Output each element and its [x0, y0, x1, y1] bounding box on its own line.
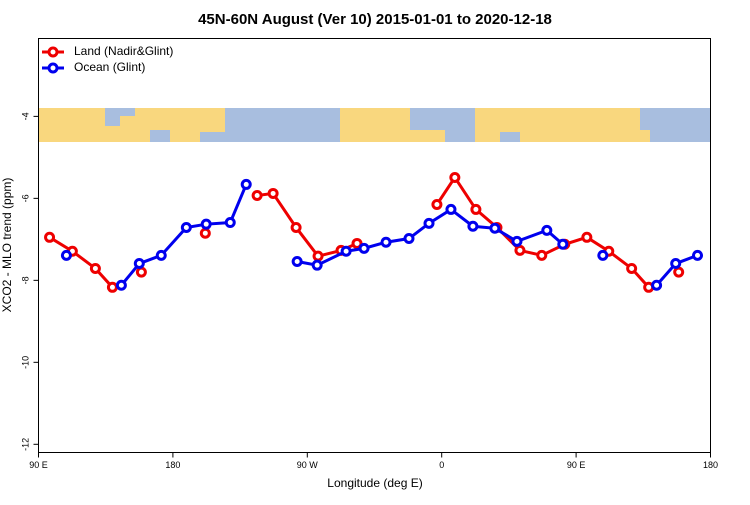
data-point — [467, 220, 479, 232]
data-point — [597, 249, 609, 261]
x-tick-label: 180 — [703, 460, 718, 470]
data-point — [312, 250, 324, 262]
data-point — [581, 231, 593, 243]
data-point — [290, 221, 302, 233]
data-point — [445, 203, 457, 215]
data-point — [199, 227, 211, 239]
data-point — [449, 171, 461, 183]
y-tick-label: -4 — [20, 112, 30, 120]
data-point — [133, 258, 145, 270]
data-point — [380, 236, 392, 248]
x-axis-label: Longitude (deg E) — [327, 476, 422, 490]
map-band — [39, 108, 710, 142]
legend-marker — [47, 62, 59, 74]
data-point — [180, 221, 192, 233]
data-point — [514, 244, 526, 256]
legend-label: Land (Nadir&Glint) — [74, 44, 173, 58]
data-point — [651, 279, 663, 291]
data-point — [200, 218, 212, 230]
data-point — [511, 235, 523, 247]
data-point — [115, 279, 127, 291]
y-tick-label: -6 — [20, 194, 30, 202]
y-tick-label: -12 — [20, 438, 30, 451]
data-point — [626, 262, 638, 274]
data-point — [311, 259, 323, 271]
x-tick-label: 180 — [165, 460, 180, 470]
x-tick-label: 90 W — [297, 460, 319, 470]
data-point — [541, 224, 553, 236]
data-point — [340, 245, 352, 257]
x-tick-label: 90 E — [29, 460, 48, 470]
x-tick-label: 90 E — [567, 460, 586, 470]
y-tick-label: -8 — [20, 276, 30, 284]
series-line — [48, 236, 114, 289]
legend-label: Ocean (Glint) — [74, 60, 145, 74]
x-tick-label: 0 — [439, 460, 444, 470]
data-point — [358, 242, 370, 254]
data-point — [470, 203, 482, 215]
data-point — [536, 249, 548, 261]
chart-title: 45N-60N August (Ver 10) 2015-01-01 to 20… — [198, 11, 552, 28]
data-point — [351, 237, 363, 249]
data-point — [224, 217, 236, 229]
data-point — [135, 266, 147, 278]
data-point — [423, 217, 435, 229]
data-point — [251, 189, 263, 201]
data-point — [89, 262, 101, 274]
data-point — [44, 231, 56, 243]
y-axis-label: XCO2 - MLO trend (ppm) — [0, 178, 14, 313]
data-point — [403, 233, 415, 245]
data-point — [291, 255, 303, 267]
data-point — [670, 258, 682, 270]
data-point — [557, 238, 569, 250]
data-point — [60, 249, 72, 261]
plot-frame — [38, 38, 711, 453]
data-point — [240, 178, 252, 190]
data-point — [106, 281, 118, 293]
data-point — [267, 187, 279, 199]
data-point — [489, 222, 501, 234]
legend-marker — [47, 46, 59, 58]
data-point — [673, 266, 685, 278]
y-tick-label: -10 — [20, 356, 30, 369]
data-point — [431, 199, 443, 211]
data-point — [155, 249, 167, 261]
series-line — [296, 207, 564, 267]
data-point — [692, 249, 704, 261]
